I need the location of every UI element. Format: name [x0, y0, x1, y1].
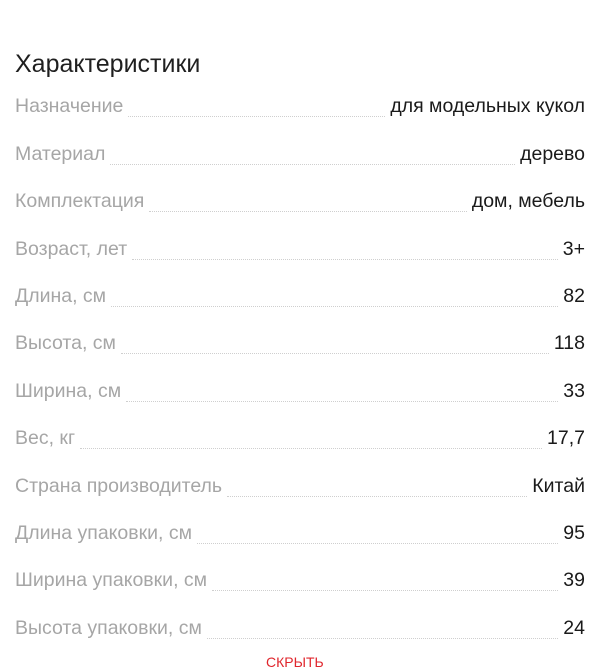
spec-label: Назначение — [15, 95, 124, 118]
spec-row-height: Высота, см 118 — [15, 320, 585, 367]
dotted-leader — [128, 116, 386, 118]
spec-label: Комплектация — [15, 190, 145, 213]
dotted-leader — [212, 590, 559, 592]
spec-label: Страна производитель — [15, 474, 223, 497]
spec-row-weight: Вес, кг 17,7 — [15, 415, 585, 462]
spec-value: дом, мебель — [471, 190, 585, 213]
spec-row-purpose: Назначение для модельных кукол — [15, 83, 585, 130]
dotted-leader — [227, 495, 528, 497]
spec-row-package-width: Ширина упаковки, см 39 — [15, 557, 585, 604]
spec-row-material: Материал дерево — [15, 130, 585, 177]
spec-row-package-height: Высота упаковки, см 24 — [15, 604, 585, 651]
spec-value: 3+ — [562, 237, 585, 260]
spec-label: Ширина, см — [15, 379, 122, 402]
hide-specs-link[interactable]: скрыть — [266, 654, 324, 670]
spec-label: Возраст, лет — [15, 237, 128, 260]
spec-value: 39 — [563, 569, 585, 592]
spec-value: 17,7 — [547, 427, 585, 450]
specs-list: Назначение для модельных кукол Материал … — [15, 83, 585, 652]
dotted-leader — [149, 211, 467, 213]
spec-value: 24 — [563, 616, 585, 639]
dotted-leader — [120, 353, 549, 355]
spec-label: Длина упаковки, см — [15, 521, 193, 544]
spec-label: Ширина упаковки, см — [15, 569, 208, 592]
spec-label: Высота упаковки, см — [15, 616, 202, 639]
spec-value: 118 — [553, 332, 585, 355]
spec-value: 95 — [563, 521, 585, 544]
spec-row-length: Длина, см 82 — [15, 273, 585, 320]
spec-value: дерево — [520, 142, 585, 165]
spec-value: 82 — [563, 284, 585, 307]
spec-row-country: Страна производитель Китай — [15, 462, 585, 509]
spec-row-age: Возраст, лет 3+ — [15, 225, 585, 272]
section-title: Характеристики — [15, 50, 201, 78]
spec-row-contents: Комплектация дом, мебель — [15, 178, 585, 225]
dotted-leader — [126, 400, 559, 402]
spec-value: для модельных кукол — [390, 95, 585, 118]
spec-row-width: Ширина, см 33 — [15, 367, 585, 414]
spec-row-package-length: Длина упаковки, см 95 — [15, 510, 585, 557]
spec-label: Высота, см — [15, 332, 116, 355]
dotted-leader — [132, 258, 558, 260]
dotted-leader — [111, 305, 559, 307]
spec-value: Китай — [532, 474, 585, 497]
spec-label: Материал — [15, 142, 106, 165]
dotted-leader — [80, 448, 543, 450]
dotted-leader — [197, 542, 559, 544]
spec-value: 33 — [563, 379, 585, 402]
dotted-leader — [110, 163, 516, 165]
spec-label: Вес, кг — [15, 427, 76, 450]
spec-label: Длина, см — [15, 284, 107, 307]
dotted-leader — [206, 637, 559, 639]
